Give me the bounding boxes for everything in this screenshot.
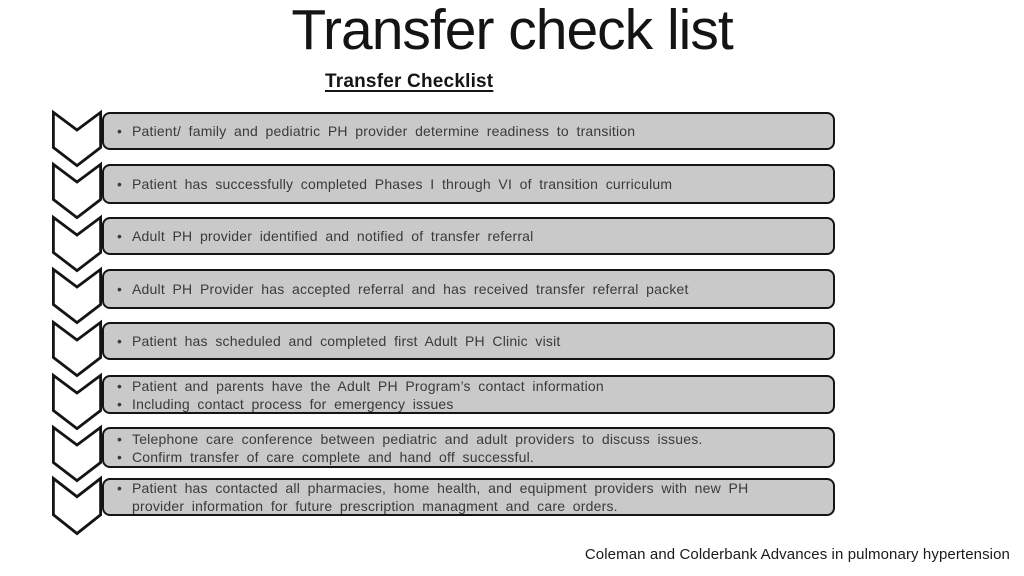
checklist-box: Patient has scheduled and completed firs… xyxy=(102,322,835,360)
bullet-dot-icon xyxy=(117,448,132,466)
bullet-line: Patient/ family and pediatric PH provide… xyxy=(117,122,823,140)
bullet-line: Patient has contacted all pharmacies, ho… xyxy=(117,479,823,497)
chevron-down-icon xyxy=(51,109,102,168)
bullet-line: Patient has scheduled and completed firs… xyxy=(117,332,823,350)
checklist-row: Patient/ family and pediatric PH provide… xyxy=(51,109,835,168)
checklist-box: Patient has successfully completed Phase… xyxy=(102,164,835,204)
bullet-dot-icon xyxy=(117,479,132,497)
bullet-line: Adult PH Provider has accepted referral … xyxy=(117,280,823,298)
bullet-text: Adult PH provider identified and notifie… xyxy=(132,228,534,244)
citation-text: Coleman and Colderbank Advances in pulmo… xyxy=(584,546,1010,563)
bullet-dot-icon xyxy=(117,122,132,140)
chevron-down-icon xyxy=(51,372,102,431)
bullet-dot-icon xyxy=(117,227,132,245)
bullet-text: Patient/ family and pediatric PH provide… xyxy=(132,123,636,139)
checklist-box: Patient has contacted all pharmacies, ho… xyxy=(102,478,835,516)
chevron-down-icon xyxy=(51,161,102,220)
bullet-dot-icon xyxy=(117,332,132,350)
bullet-line: Including contact process for emergency … xyxy=(117,395,823,413)
bullet-line: Adult PH provider identified and notifie… xyxy=(117,227,823,245)
bullet-text: Confirm transfer of care complete and ha… xyxy=(132,448,534,465)
checklist-box: Patient/ family and pediatric PH provide… xyxy=(102,112,835,150)
checklist-subtitle: Transfer Checklist xyxy=(325,71,494,92)
chevron-down-icon xyxy=(51,475,102,536)
bullet-line: Patient and parents have the Adult PH Pr… xyxy=(117,377,823,395)
bullet-dot-icon xyxy=(117,377,132,395)
bullet-text: Including contact process for emergency … xyxy=(132,395,454,412)
chevron-down-icon xyxy=(51,214,102,273)
bullet-dot-icon xyxy=(117,280,132,298)
checklist-row: Adult PH Provider has accepted referral … xyxy=(51,266,835,325)
bullet-dot-icon xyxy=(117,395,132,413)
checklist-row: Patient has successfully completed Phase… xyxy=(51,161,835,220)
bullet-text: Telephone care conference between pediat… xyxy=(132,430,703,447)
bullet-text: Patient has scheduled and completed firs… xyxy=(132,333,561,349)
bullet-text: Patient has contacted all pharmacies, ho… xyxy=(132,480,749,496)
bullet-text: Patient and parents have the Adult PH Pr… xyxy=(132,377,604,394)
checklist-row: Telephone care conference between pediat… xyxy=(51,424,835,483)
checklist-box: Patient and parents have the Adult PH Pr… xyxy=(102,375,835,414)
checklist-row: Patient and parents have the Adult PH Pr… xyxy=(51,372,835,431)
bullet-dot-icon xyxy=(117,175,132,193)
bullet-dot-icon xyxy=(117,430,132,448)
bullet-line: provider information for future prescrip… xyxy=(117,497,823,515)
checklist-box: Adult PH Provider has accepted referral … xyxy=(102,269,835,309)
checklist-box: Adult PH provider identified and notifie… xyxy=(102,217,835,255)
checklist-row: Patient has contacted all pharmacies, ho… xyxy=(51,475,835,536)
bullet-text: provider information for future prescrip… xyxy=(132,498,618,514)
chevron-down-icon xyxy=(51,266,102,325)
bullet-line: Telephone care conference between pediat… xyxy=(117,430,823,448)
chevron-down-icon xyxy=(51,424,102,483)
page-title: Transfer check list xyxy=(291,0,733,62)
checklist-row: Patient has scheduled and completed firs… xyxy=(51,319,835,378)
bullet-line: Confirm transfer of care complete and ha… xyxy=(117,448,823,466)
checklist-row: Adult PH provider identified and notifie… xyxy=(51,214,835,273)
bullet-text: Patient has successfully completed Phase… xyxy=(132,176,673,192)
bullet-line: Patient has successfully completed Phase… xyxy=(117,175,823,193)
bullet-text: Adult PH Provider has accepted referral … xyxy=(132,281,689,297)
chevron-down-icon xyxy=(51,319,102,378)
checklist-box: Telephone care conference between pediat… xyxy=(102,427,835,468)
